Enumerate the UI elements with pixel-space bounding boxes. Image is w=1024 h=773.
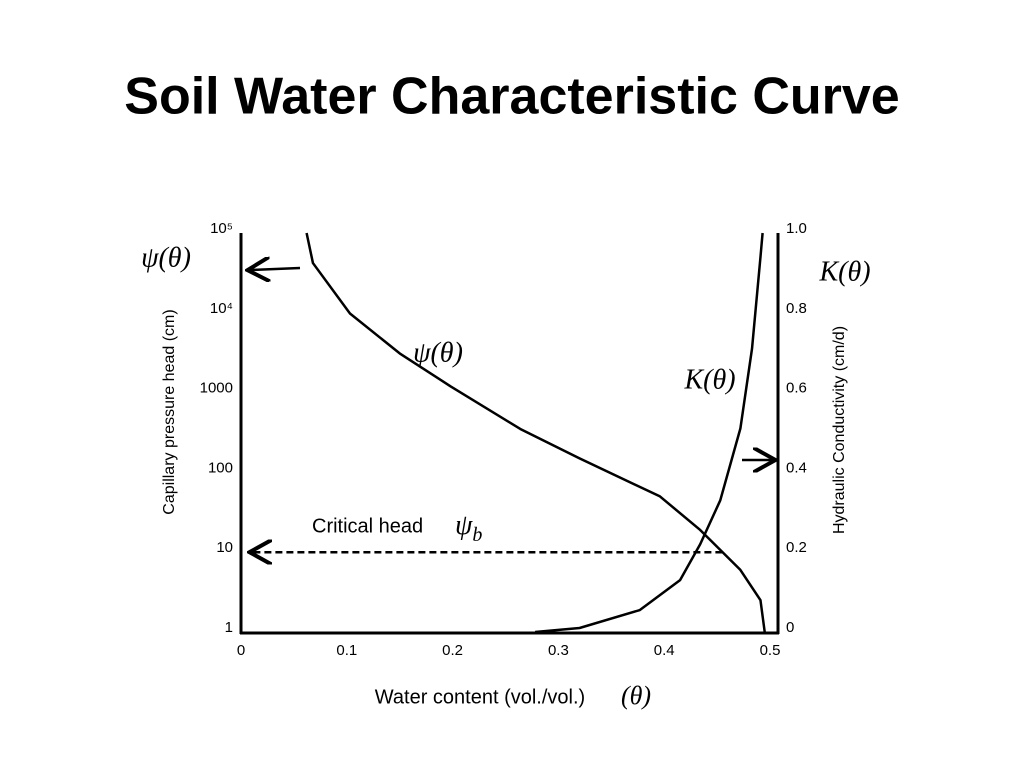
critical-head-symbol: ψb bbox=[455, 511, 482, 546]
x-tick-label: 0.1 bbox=[336, 642, 357, 659]
y-tick-label: 10⁵ bbox=[210, 220, 233, 237]
y2-tick-label: 0.6 bbox=[786, 380, 807, 397]
arrow bbox=[250, 268, 301, 270]
x-tick-label: 0.4 bbox=[654, 642, 675, 659]
chart-title: Soil Water Characteristic Curve bbox=[124, 68, 899, 126]
y-tick-label: 1 bbox=[225, 619, 233, 636]
subscript: b bbox=[472, 524, 482, 546]
series-line bbox=[305, 232, 766, 633]
y-axis-label: Capillary pressure head (cm) bbox=[161, 309, 178, 514]
y2-tick-label: 0 bbox=[786, 619, 794, 636]
y2-tick-label: 0.8 bbox=[786, 300, 807, 317]
x-tick-label: 0.3 bbox=[548, 642, 569, 659]
x-tick-label: 0 bbox=[237, 642, 245, 659]
x-tick-label: 0.2 bbox=[442, 642, 463, 659]
y-tick-label: 10⁴ bbox=[210, 300, 233, 317]
y2-tick-label: 0.2 bbox=[786, 539, 807, 556]
y2-tick-label: 0.4 bbox=[786, 459, 807, 476]
x-axis-symbol: (θ) bbox=[621, 681, 651, 710]
y-tick-label: 100 bbox=[208, 459, 233, 476]
y2-tick-label: 1.0 bbox=[786, 220, 807, 237]
critical-head-label: Critical head bbox=[312, 515, 423, 537]
y-tick-label: 1000 bbox=[200, 380, 233, 397]
series-label: ψ(θ) bbox=[413, 337, 463, 368]
x-tick-label: 0.5 bbox=[760, 642, 781, 659]
y-tick-label: 10 bbox=[216, 539, 233, 556]
annotation: K(θ) bbox=[818, 256, 870, 287]
y2-axis-label: Hydraulic Conductivity (cm/d) bbox=[831, 326, 848, 534]
symbol: ψ bbox=[455, 511, 473, 542]
x-axis-label: Water content (vol./vol.) bbox=[375, 686, 585, 708]
series-label: K(θ) bbox=[683, 364, 735, 395]
annotation: ψ(θ) bbox=[141, 242, 191, 273]
series-line bbox=[535, 232, 764, 634]
